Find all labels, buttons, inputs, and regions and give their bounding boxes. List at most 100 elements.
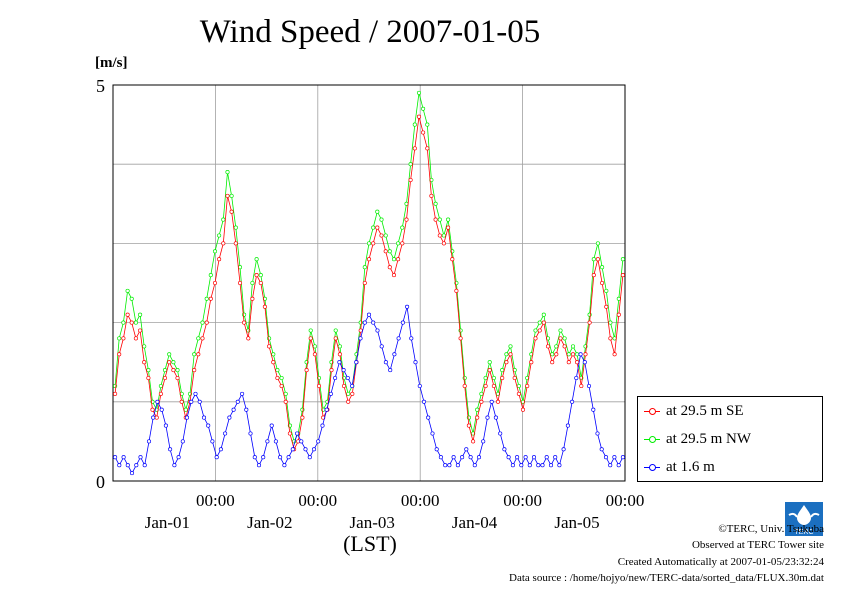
data-point bbox=[225, 170, 230, 175]
data-point bbox=[345, 375, 350, 381]
data-point bbox=[400, 320, 405, 325]
data-point bbox=[307, 455, 312, 460]
data-point bbox=[554, 352, 559, 357]
data-point bbox=[227, 415, 232, 420]
data-point bbox=[553, 455, 558, 460]
data-point bbox=[548, 463, 554, 468]
data-point bbox=[204, 320, 209, 325]
data-point bbox=[616, 312, 621, 317]
data-point bbox=[396, 257, 401, 262]
data-point bbox=[566, 360, 571, 365]
data-point bbox=[531, 455, 537, 460]
data-point bbox=[404, 217, 409, 222]
data-point bbox=[362, 320, 367, 325]
data-point bbox=[242, 320, 247, 325]
data-point bbox=[221, 241, 226, 246]
y-tick-label: 0 bbox=[96, 472, 105, 492]
data-point bbox=[591, 407, 596, 412]
data-point bbox=[516, 383, 521, 389]
data-point bbox=[529, 360, 534, 365]
data-point bbox=[282, 463, 287, 468]
data-point bbox=[175, 368, 180, 373]
data-point bbox=[217, 257, 222, 262]
data-point bbox=[468, 455, 473, 460]
data-point bbox=[121, 336, 126, 341]
data-point bbox=[570, 352, 576, 357]
data-point bbox=[455, 463, 460, 468]
data-point bbox=[142, 360, 147, 365]
data-point bbox=[163, 423, 168, 428]
data-point bbox=[229, 193, 234, 198]
data-point bbox=[258, 273, 263, 278]
data-point bbox=[184, 415, 190, 420]
series-line bbox=[114, 116, 624, 451]
data-point bbox=[479, 391, 484, 396]
data-point bbox=[447, 463, 452, 468]
data-point bbox=[271, 360, 276, 365]
data-point bbox=[595, 257, 600, 262]
data-point bbox=[591, 273, 596, 278]
data-point bbox=[158, 383, 163, 389]
data-point bbox=[308, 336, 313, 341]
data-point bbox=[466, 423, 471, 428]
data-point bbox=[405, 304, 410, 309]
data-point bbox=[333, 336, 338, 341]
footer-observed: Observed at TERC Tower site bbox=[691, 539, 824, 551]
data-point bbox=[525, 383, 530, 389]
data-point bbox=[429, 193, 434, 198]
data-point bbox=[425, 122, 430, 127]
data-point bbox=[433, 217, 438, 222]
data-point bbox=[537, 320, 542, 325]
data-point bbox=[498, 431, 503, 436]
data-point bbox=[520, 407, 526, 412]
data-point bbox=[472, 463, 477, 468]
x-tick-date-label: Jan-05 bbox=[554, 513, 599, 532]
chart-title: Wind Speed / 2007-01-05 bbox=[199, 14, 541, 50]
data-point bbox=[446, 225, 451, 230]
data-point bbox=[561, 447, 566, 452]
x-tick-time-label: 00:00 bbox=[401, 491, 440, 510]
data-point bbox=[154, 415, 159, 420]
data-point bbox=[379, 233, 384, 238]
data-point bbox=[269, 423, 274, 428]
data-point bbox=[375, 209, 380, 214]
data-point bbox=[333, 375, 338, 381]
data-point bbox=[495, 399, 501, 404]
data-point bbox=[600, 265, 605, 270]
data-point bbox=[434, 447, 439, 452]
data-point bbox=[412, 146, 417, 151]
data-point bbox=[375, 225, 380, 230]
data-point bbox=[516, 391, 521, 396]
data-point bbox=[557, 463, 562, 468]
data-point bbox=[113, 455, 118, 460]
data-point bbox=[235, 399, 240, 404]
data-point bbox=[254, 257, 259, 262]
data-point bbox=[583, 352, 588, 357]
data-point bbox=[409, 336, 414, 341]
data-point bbox=[379, 217, 384, 222]
data-point bbox=[134, 463, 139, 468]
data-point bbox=[125, 312, 130, 317]
data-point bbox=[383, 233, 388, 238]
data-point bbox=[308, 328, 313, 333]
data-point bbox=[303, 447, 308, 452]
data-point bbox=[125, 288, 130, 293]
data-point bbox=[426, 415, 431, 420]
data-point bbox=[383, 360, 388, 365]
data-point bbox=[603, 455, 609, 460]
footer-copyright: ©TERC, Univ. Tsukuba bbox=[718, 523, 824, 535]
data-point bbox=[387, 265, 392, 270]
data-point bbox=[475, 407, 480, 412]
data-point bbox=[171, 368, 176, 373]
data-point bbox=[295, 431, 300, 436]
data-point bbox=[300, 415, 305, 420]
x-tick-time-label: 00:00 bbox=[298, 491, 337, 510]
data-point bbox=[416, 114, 422, 119]
data-point bbox=[231, 407, 236, 412]
data-point bbox=[250, 296, 255, 301]
data-point bbox=[328, 391, 333, 396]
data-point bbox=[279, 375, 284, 381]
data-point bbox=[462, 383, 467, 389]
data-point bbox=[396, 241, 401, 246]
